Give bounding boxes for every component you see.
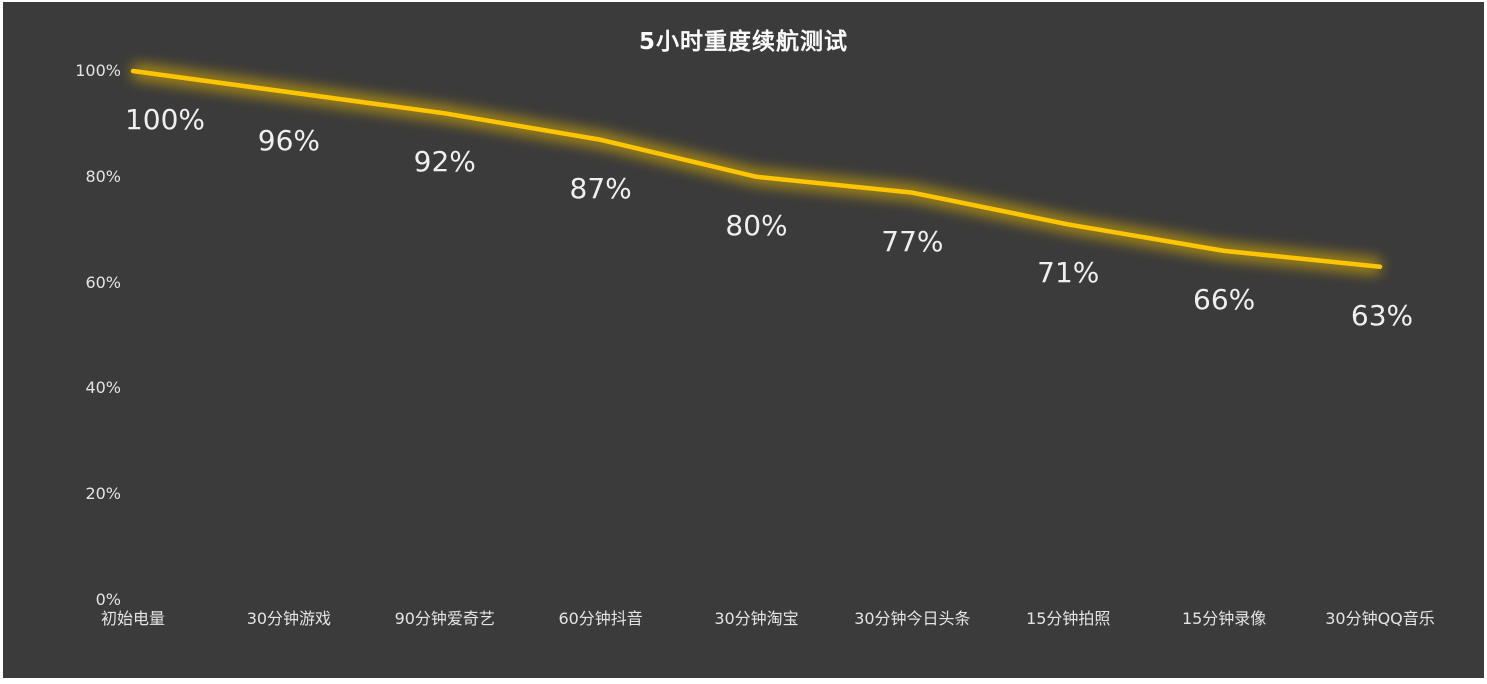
data-label: 87% bbox=[569, 171, 632, 205]
data-label: 96% bbox=[257, 124, 320, 158]
y-axis-tick-0: 0% bbox=[95, 590, 121, 609]
data-label: 63% bbox=[1350, 298, 1414, 332]
x-axis-label: 30分钟今日头条 bbox=[854, 609, 971, 628]
x-axis-label: 60分钟抖音 bbox=[558, 609, 643, 628]
battery-line bbox=[130, 68, 1383, 269]
data-label: 80% bbox=[725, 208, 788, 242]
y-axis-tick-60: 60% bbox=[85, 272, 121, 292]
y-axis-tick-40: 40% bbox=[85, 378, 121, 398]
y-axis-tick-20: 20% bbox=[85, 484, 121, 504]
line-plot-svg bbox=[130, 62, 1383, 276]
data-label: 71% bbox=[1037, 256, 1100, 290]
x-axis-label: 90分钟爱奇艺 bbox=[394, 609, 495, 628]
data-label: 92% bbox=[413, 145, 476, 179]
x-axis-label: 30分钟游戏 bbox=[246, 609, 332, 628]
data-label: 66% bbox=[1193, 282, 1256, 316]
battery-endurance-chart: 5小时重度续航测试 100% 80% 60% 40% 20% 0% 初始电量 3… bbox=[3, 2, 1484, 678]
data-label: 100% bbox=[124, 103, 206, 136]
x-axis-label: 初始电量 bbox=[100, 609, 165, 628]
x-axis-label: 15分钟拍照 bbox=[1026, 609, 1111, 628]
x-axis-label: 15分钟录像 bbox=[1181, 609, 1267, 628]
chart-title: 5小时重度续航测试 bbox=[638, 29, 848, 55]
x-axis-label: 30分钟淘宝 bbox=[714, 609, 799, 628]
y-axis-tick-80: 80% bbox=[85, 166, 121, 186]
y-axis-tick-100: 100% bbox=[75, 61, 121, 80]
data-label: 77% bbox=[881, 224, 944, 258]
x-axis-label: 30分钟QQ音乐 bbox=[1325, 609, 1435, 628]
